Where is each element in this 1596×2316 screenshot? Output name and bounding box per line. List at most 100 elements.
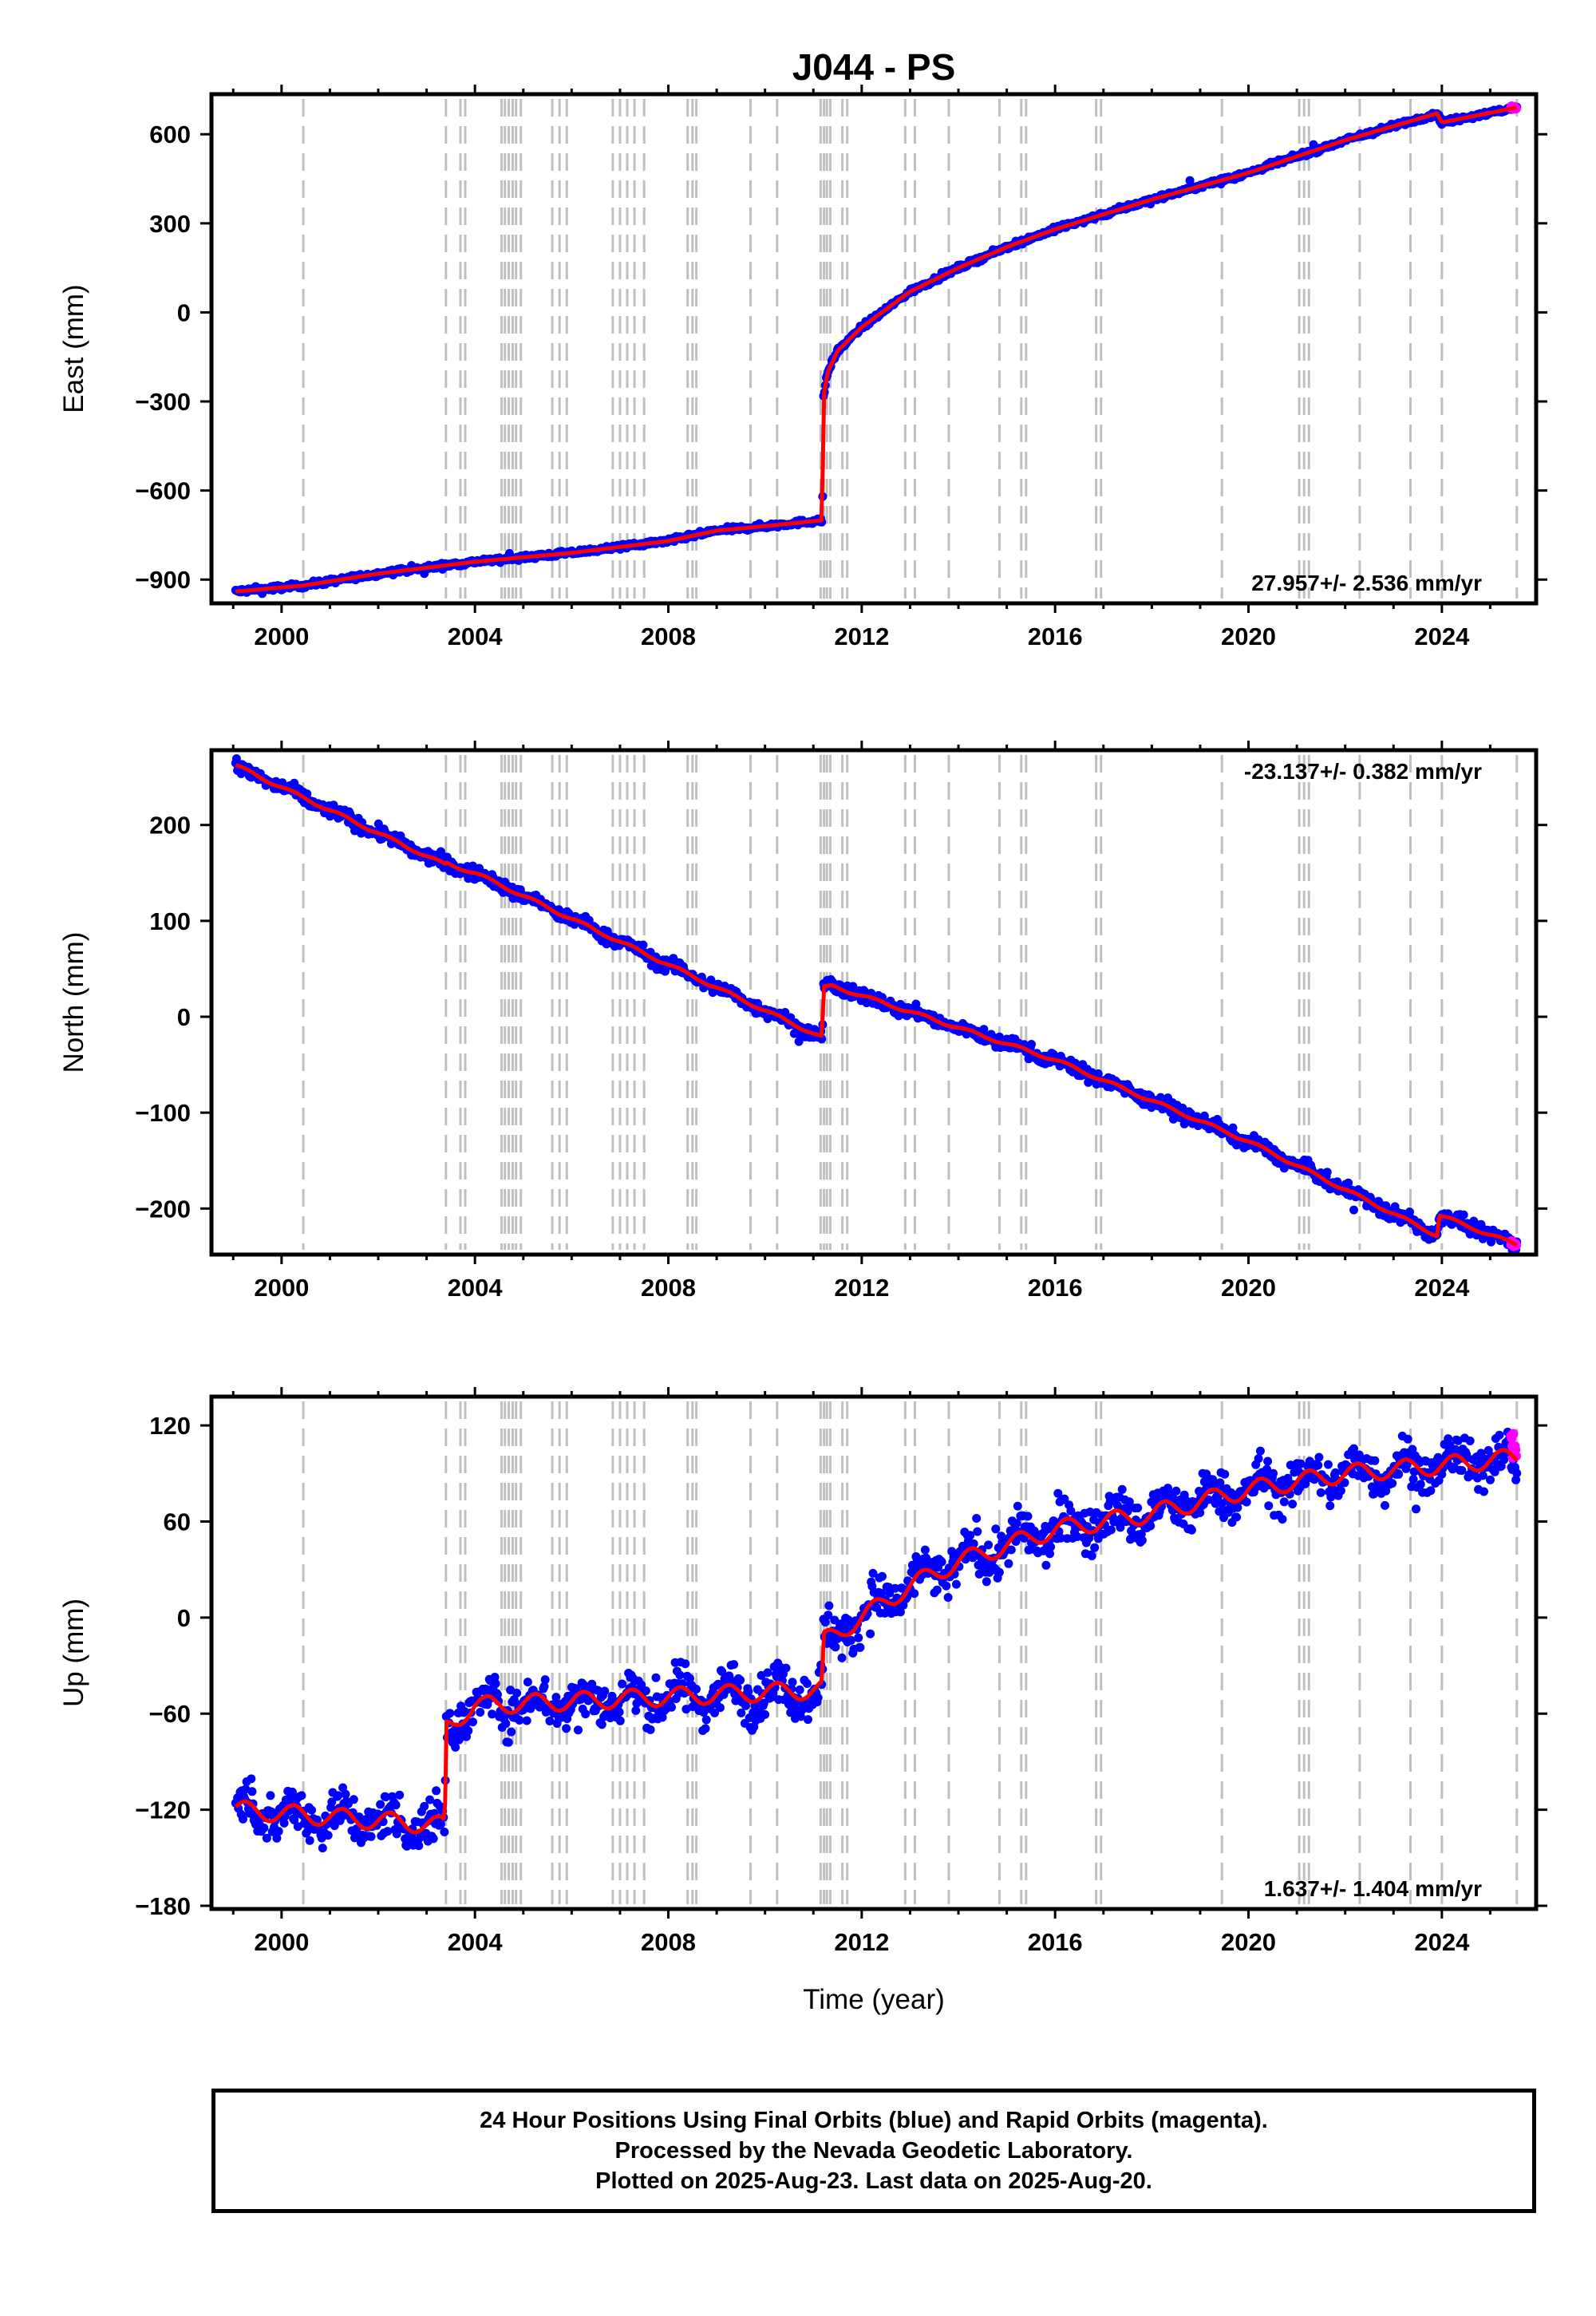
final-orbit-point [618, 1679, 627, 1689]
final-orbit-point [802, 1679, 812, 1688]
x-tick-label: 2012 [834, 1274, 889, 1302]
final-orbit-point [1133, 1504, 1143, 1512]
final-orbit-point [491, 1679, 500, 1689]
final-orbit-point [1146, 1521, 1156, 1531]
final-orbit-point [760, 1709, 770, 1719]
final-orbit-point [1403, 1434, 1412, 1444]
final-orbit-point [1137, 1535, 1147, 1545]
y-tick-label: 600 [149, 121, 191, 148]
final-orbit-point [1279, 1497, 1289, 1507]
final-orbit-point [1316, 1488, 1325, 1497]
final-orbit-point [440, 1828, 449, 1836]
final-orbit-point [788, 1678, 797, 1687]
final-orbit-point [581, 1709, 591, 1719]
x-tick-label: 2020 [1221, 622, 1276, 650]
final-orbit-point [1027, 1040, 1036, 1049]
y-tick-label: 0 [177, 1604, 191, 1632]
final-orbit-point [432, 1786, 441, 1796]
y-ticks: −200 −100 0 100 200 [135, 812, 1547, 1223]
final-orbit-point [646, 1725, 655, 1734]
plot-frame [209, 92, 1539, 606]
final-orbit-point [290, 1816, 299, 1824]
final-orbit-point [522, 1716, 531, 1725]
final-orbit-point [395, 1790, 405, 1800]
final-orbit-point [1457, 1466, 1467, 1475]
panel-east: 2000 2004 2008 2012 2016 2020 2024 −900 −600 −300… [58, 85, 1547, 650]
final-orbit-point [813, 1693, 823, 1702]
final-orbit-point [1486, 1475, 1495, 1484]
y-tick-label: 200 [149, 812, 191, 840]
y-tick-label: 0 [177, 1003, 191, 1031]
final-orbit-point [1479, 1487, 1488, 1496]
final-orbit-point [349, 1795, 358, 1804]
final-orbit-point [512, 1689, 522, 1697]
final-orbit-point [540, 1675, 550, 1685]
x-tick-label: 2012 [834, 1928, 889, 1956]
final-orbit-point [464, 1726, 473, 1736]
final-orbit-point [597, 1720, 606, 1729]
x-tick-label: 2016 [1028, 1928, 1083, 1956]
x-tick-label: 2004 [448, 622, 504, 650]
footer-line-2: Processed by the Nevada Geodetic Laborat… [614, 2138, 1133, 2164]
final-orbit-point [507, 1727, 516, 1737]
final-orbit-point [984, 1540, 994, 1550]
final-orbit-point [878, 1571, 887, 1581]
final-orbit-point [1087, 1551, 1096, 1561]
final-orbit-point [1264, 1501, 1274, 1511]
final-orbit-point [305, 1836, 314, 1845]
final-orbit-point [1388, 1479, 1397, 1488]
final-orbit-point [1041, 1560, 1051, 1570]
final-orbit-point [942, 1581, 951, 1591]
footer-box: 24 Hour Positions Using Final Orbits (bl… [211, 2089, 1536, 2213]
final-orbit-point [562, 1724, 571, 1733]
event-lines [302, 755, 1519, 1250]
final-orbit-point [910, 1589, 919, 1599]
x-tick-label: 2020 [1221, 1928, 1276, 1956]
y-tick-label: 300 [149, 210, 191, 238]
plot-frame [209, 748, 1539, 1257]
rate-label: 1.637+/- 1.404 mm/yr [1264, 1876, 1482, 1901]
final-orbit-point [1254, 1454, 1263, 1464]
final-orbit-point [247, 1787, 257, 1796]
final-orbit-point [259, 1824, 269, 1832]
final-orbit-point [274, 1827, 283, 1836]
final-orbit-point [1412, 1504, 1420, 1514]
x-tick-label: 2008 [641, 1274, 696, 1302]
final-orbit-point [937, 1557, 946, 1567]
final-orbit-point [854, 1633, 863, 1642]
final-orbit-point [675, 1670, 685, 1680]
final-orbit-point [383, 1827, 393, 1836]
final-orbit-point [1394, 1469, 1404, 1479]
final-orbit-point [376, 1800, 385, 1809]
final-orbit-point [1278, 1515, 1287, 1524]
final-orbit-point [781, 1663, 791, 1673]
final-orbit-point [429, 1834, 438, 1844]
model-line [235, 105, 1518, 594]
y-ticks: −900 −600 −300 0 300 600 [135, 121, 1547, 594]
final-orbit-point [1199, 1111, 1209, 1120]
x-tick-label: 2008 [641, 1928, 696, 1956]
x-tick-label: 2016 [1028, 1274, 1083, 1302]
y-tick-label: 0 [177, 298, 191, 326]
x-tick-label: 2000 [254, 1274, 309, 1302]
x-tick-label: 2020 [1221, 1274, 1276, 1302]
final-orbit-point [574, 1725, 583, 1735]
final-orbit-point [1187, 1525, 1196, 1535]
final-orbit-point [1325, 1501, 1335, 1511]
final-orbit-point [951, 1579, 961, 1589]
final-orbit-point [307, 1805, 316, 1815]
final-orbit-point [551, 1693, 561, 1702]
y-axis-label: North (mm) [58, 932, 89, 1073]
final-orbit-point [982, 1577, 991, 1587]
final-orbit-point [323, 1831, 333, 1840]
final-orbit-point [1263, 1456, 1273, 1466]
final-orbit-point [1322, 1168, 1332, 1177]
final-orbit-point [1012, 1519, 1021, 1528]
final-orbit-point [318, 1844, 327, 1853]
final-orbit-point [1478, 1471, 1487, 1480]
final-orbit-point [334, 1791, 343, 1800]
y-tick-label: −120 [135, 1796, 191, 1824]
final-orbit-point [715, 1703, 725, 1713]
final-orbit-point [866, 1629, 875, 1638]
final-orbit-point [1090, 1543, 1100, 1552]
